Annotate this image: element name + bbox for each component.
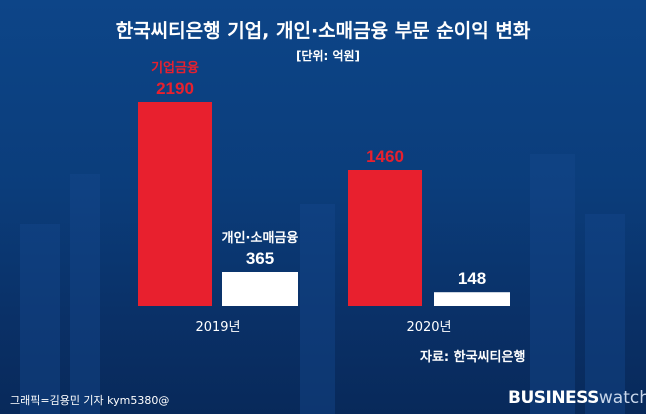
data-label: 2190 [156,79,194,98]
credit-label: 그래픽=김용민 기자 kym5380@ [10,394,170,407]
data-label: 1460 [366,147,404,166]
bar-corporate-1 [348,170,422,306]
logo-bold: BUSINESS [508,388,599,408]
logo-light: watch [598,388,646,408]
bar-corporate-0 [138,102,212,306]
data-label: 148 [458,269,486,288]
skyline-decoration [300,204,335,414]
skyline-decoration [530,154,575,414]
unit-label: [단위: 억원] [295,49,361,63]
chart-title: 한국씨티은행 기업, 개인·소매금융 부문 순이익 변화 [115,20,531,42]
data-label: 365 [246,249,274,268]
bar-retail-1 [434,292,510,306]
skyline-decoration [20,224,60,414]
category-label: 2019년 [195,320,240,335]
series-label: 개인·소매금융 [222,230,299,246]
bar-retail-0 [222,272,298,306]
skyline-decoration [585,214,625,414]
series-label: 기업금융 [151,60,199,76]
logo: BUSINESSwatch [508,388,646,408]
source-label: 자료: 한국씨티은행 [420,350,526,365]
skyline-decoration [70,174,100,414]
category-label: 2020년 [406,320,451,335]
